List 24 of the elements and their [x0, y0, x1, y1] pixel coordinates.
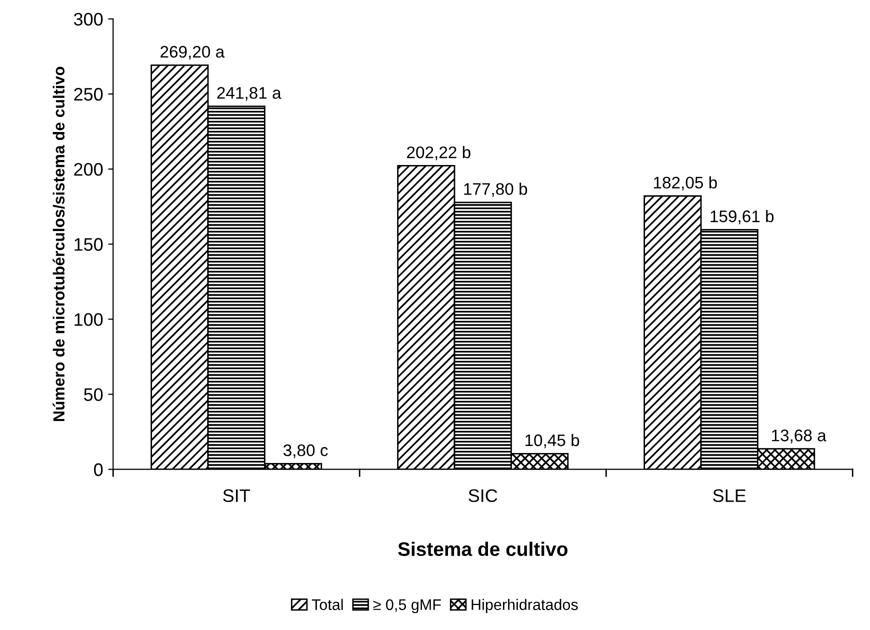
y-tick-label: 150 [74, 238, 103, 251]
data-label: 177,80 b [464, 182, 528, 197]
y-tick-label: 0 [94, 463, 103, 476]
y-tick-label: 50 [84, 388, 103, 401]
data-label: 159,61 b [710, 210, 774, 224]
x-tick-label: SIC [468, 489, 498, 502]
y-tick-label: 100 [74, 313, 103, 326]
data-label: 182,05 b [654, 176, 717, 191]
legend-label: Hiperhidratados [472, 598, 578, 614]
x-tick-label: SLE [713, 489, 746, 502]
data-label: 10,45 b [526, 434, 580, 448]
y-tick-label: 300 [74, 12, 103, 26]
data-label: 241,81 a [217, 87, 282, 101]
y-tick-label: 200 [74, 162, 103, 176]
y-tick-label: 250 [74, 88, 103, 101]
data-label: 269,20 a [160, 46, 225, 60]
data-label: 3,80 c [283, 444, 328, 458]
y-axis-title: Número de microtubérculos/sistema de cultivo [52, 66, 65, 422]
x-axis-title: Sistema de cultivo [398, 542, 568, 556]
data-label: 202,22 b [407, 146, 470, 160]
data-label: 13,68 a [772, 430, 826, 444]
legend-label: ≥ 0,5 gMF [373, 599, 441, 614]
legend-label: Total [312, 598, 343, 610]
x-tick-label: SIT [223, 489, 250, 502]
